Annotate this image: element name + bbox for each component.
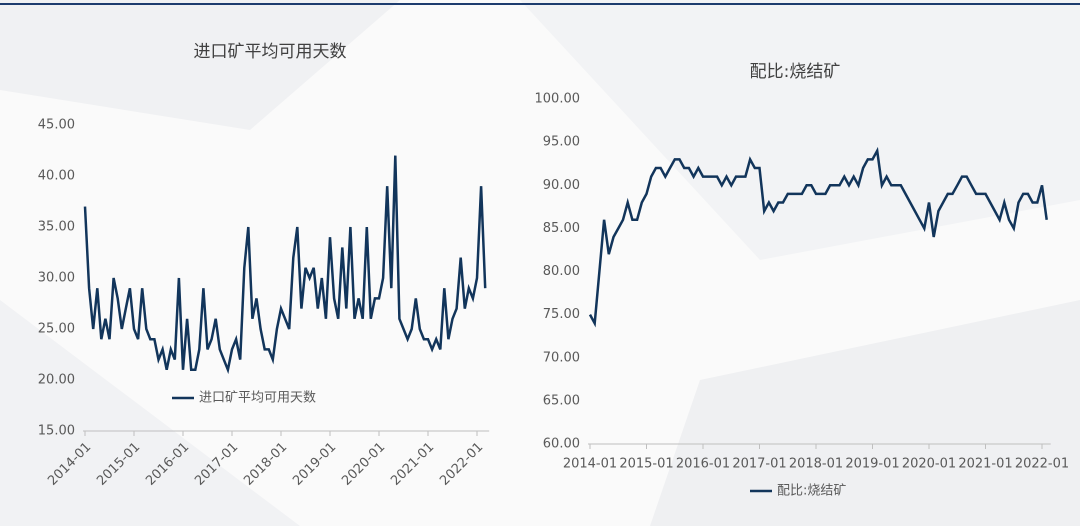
y-tick-label: 30.00	[38, 271, 75, 286]
series-line	[588, 146, 1048, 328]
chart-title: 配比:烧结矿	[750, 62, 841, 82]
y-tick-label: 20.00	[38, 373, 75, 388]
legend-label: 配比:烧结矿	[777, 484, 846, 499]
x-tick-label: 2015-01	[619, 457, 673, 472]
x-tick-label: 2020-01	[902, 457, 956, 472]
y-tick-label: 70.00	[543, 350, 580, 365]
series-line	[83, 155, 487, 375]
bg-shape	[0, 0, 400, 130]
y-tick-label: 80.00	[543, 264, 580, 279]
x-tick-label: 2018-01	[789, 457, 843, 472]
chart-title: 进口矿平均可用天数	[194, 42, 347, 62]
y-tick-label: 40.00	[38, 169, 75, 184]
y-tick-label: 65.00	[543, 393, 580, 408]
y-tick-label: 95.00	[543, 135, 580, 150]
y-tick-label: 90.00	[543, 178, 580, 193]
y-tick-label: 25.00	[38, 322, 75, 337]
bg-shape	[0, 300, 300, 526]
y-tick-label: 15.00	[38, 424, 75, 439]
y-tick-label: 100.00	[535, 92, 581, 107]
y-tick-label: 45.00	[38, 118, 75, 133]
y-tick-label: 85.00	[543, 221, 580, 236]
x-tick-label: 2016-01	[676, 457, 730, 472]
x-tick-label: 2022-01	[1015, 457, 1069, 472]
x-tick-label: 2017-01	[732, 457, 786, 472]
bg-shape	[520, 0, 1080, 260]
x-tick-label: 2019-01	[845, 457, 899, 472]
bg-shape	[650, 300, 1080, 526]
y-tick-label: 60.00	[543, 437, 580, 452]
x-tick-label: 2021-01	[958, 457, 1012, 472]
y-tick-label: 75.00	[543, 307, 580, 322]
y-tick-label: 35.00	[38, 220, 75, 235]
legend-label: 进口矿平均可用天数	[199, 391, 316, 406]
x-tick-label: 2014-01	[563, 457, 617, 472]
